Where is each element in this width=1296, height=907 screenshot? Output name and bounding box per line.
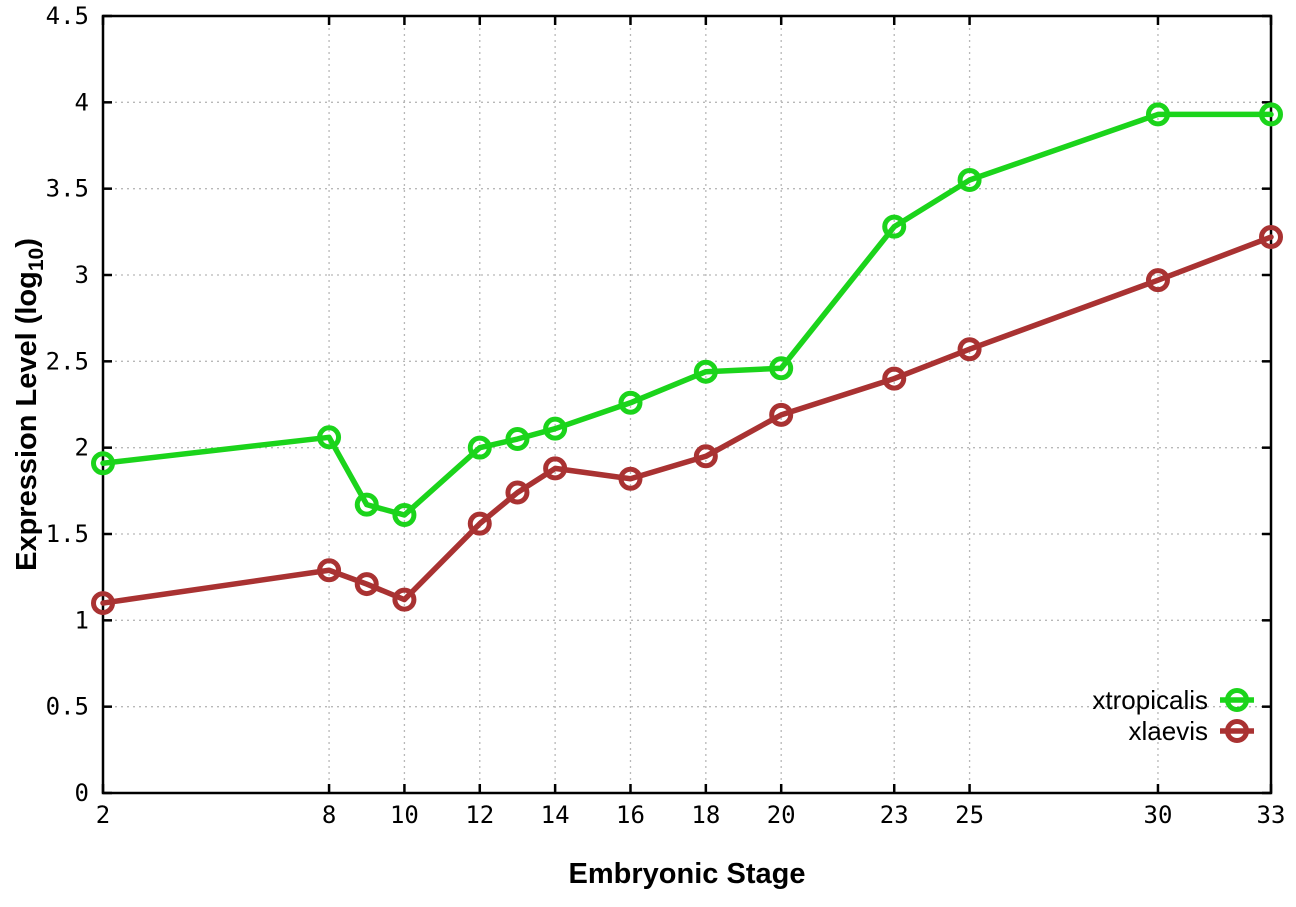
- y-tick-label: 3: [75, 261, 89, 289]
- axis-ticks: [101, 14, 1273, 795]
- y-tick-label: 1.5: [46, 520, 89, 548]
- y-tick-label: 4: [75, 88, 89, 116]
- y-tick-label: 2: [75, 434, 89, 462]
- x-axis-title: Embryonic Stage: [569, 858, 806, 890]
- y-tick-label: 0: [75, 779, 89, 807]
- y-tick-labels: 0 0.5 1 1.5 2 2.5 3 3.5 4 4.5: [46, 2, 89, 807]
- series-xlaevis-marker: [1259, 225, 1283, 250]
- series-xtropicalis-marker: [505, 427, 530, 452]
- x-tick-label: 18: [691, 801, 720, 829]
- series-xlaevis: [91, 225, 1283, 616]
- series-xlaevis-marker: [505, 480, 530, 505]
- series-xlaevis-marker: [392, 587, 417, 612]
- series-xtropicalis-marker: [467, 435, 492, 460]
- x-tick-label: 16: [616, 801, 645, 829]
- x-tick-label: 25: [955, 801, 984, 829]
- y-tick-label: 4.5: [46, 2, 89, 30]
- series-xlaevis-marker: [1145, 268, 1170, 293]
- series-xlaevis-marker: [317, 558, 342, 583]
- legend-sample-marker-xlaevis: [1225, 719, 1249, 743]
- series-xtropicalis-marker: [618, 390, 643, 415]
- series-xlaevis-marker: [91, 591, 115, 616]
- grid-lines: [102, 15, 1272, 794]
- series-xlaevis-marker: [543, 456, 568, 481]
- series-xlaevis-line: [100, 234, 1274, 606]
- y-tick-label: 0.5: [46, 693, 89, 721]
- series-xlaevis-marker: [467, 511, 492, 536]
- x-tick-label: 10: [390, 801, 419, 829]
- y-tick-label: 1: [75, 606, 89, 634]
- y-tick-label: 3.5: [46, 175, 89, 203]
- x-tick-labels: 2 8 10 12 14 16 18 20 23 25 30 33: [96, 801, 1286, 829]
- series-xtropicalis-marker: [1259, 102, 1283, 127]
- series-xlaevis-marker: [618, 466, 643, 491]
- legend-entry-xlaevis: xlaevis: [1129, 716, 1254, 746]
- series-xlaevis-marker: [354, 572, 379, 597]
- series-xtropicalis-marker: [693, 359, 718, 384]
- y-tick-label: 2.5: [46, 347, 89, 375]
- series-xtropicalis-marker: [957, 168, 982, 193]
- legend-label-xlaevis: xlaevis: [1129, 716, 1208, 746]
- series-xtropicalis-marker: [882, 214, 907, 239]
- series-xlaevis-marker: [882, 366, 907, 391]
- series-xtropicalis-marker: [1145, 102, 1170, 127]
- legend-label-xtropicalis: xtropicalis: [1092, 685, 1208, 715]
- series-xlaevis-marker: [769, 402, 794, 427]
- series-xtropicalis: [91, 102, 1283, 528]
- x-tick-label: 14: [541, 801, 570, 829]
- series-xlaevis-marker: [693, 444, 718, 469]
- series-xtropicalis-marker: [392, 503, 417, 528]
- y-axis-title: Expression Level (log10): [11, 238, 48, 571]
- x-tick-label: 30: [1144, 801, 1173, 829]
- x-tick-label: 20: [767, 801, 796, 829]
- plot-border: [101, 14, 1273, 795]
- x-tick-label: 8: [322, 801, 336, 829]
- x-tick-label: 2: [96, 801, 110, 829]
- x-tick-label: 23: [880, 801, 909, 829]
- x-tick-label: 12: [465, 801, 494, 829]
- series-xtropicalis-marker: [317, 425, 342, 450]
- x-tick-label: 33: [1257, 801, 1286, 829]
- series-xtropicalis-line: [100, 111, 1274, 518]
- series-xtropicalis-marker: [354, 492, 379, 517]
- series-xtropicalis-marker: [769, 356, 794, 381]
- legend-entry-xtropicalis: xtropicalis: [1092, 685, 1254, 715]
- series-xtropicalis-marker: [91, 451, 115, 476]
- legend-sample-marker-xtropicalis: [1225, 688, 1249, 712]
- series-xtropicalis-marker: [543, 416, 568, 441]
- series-xlaevis-marker: [957, 337, 982, 362]
